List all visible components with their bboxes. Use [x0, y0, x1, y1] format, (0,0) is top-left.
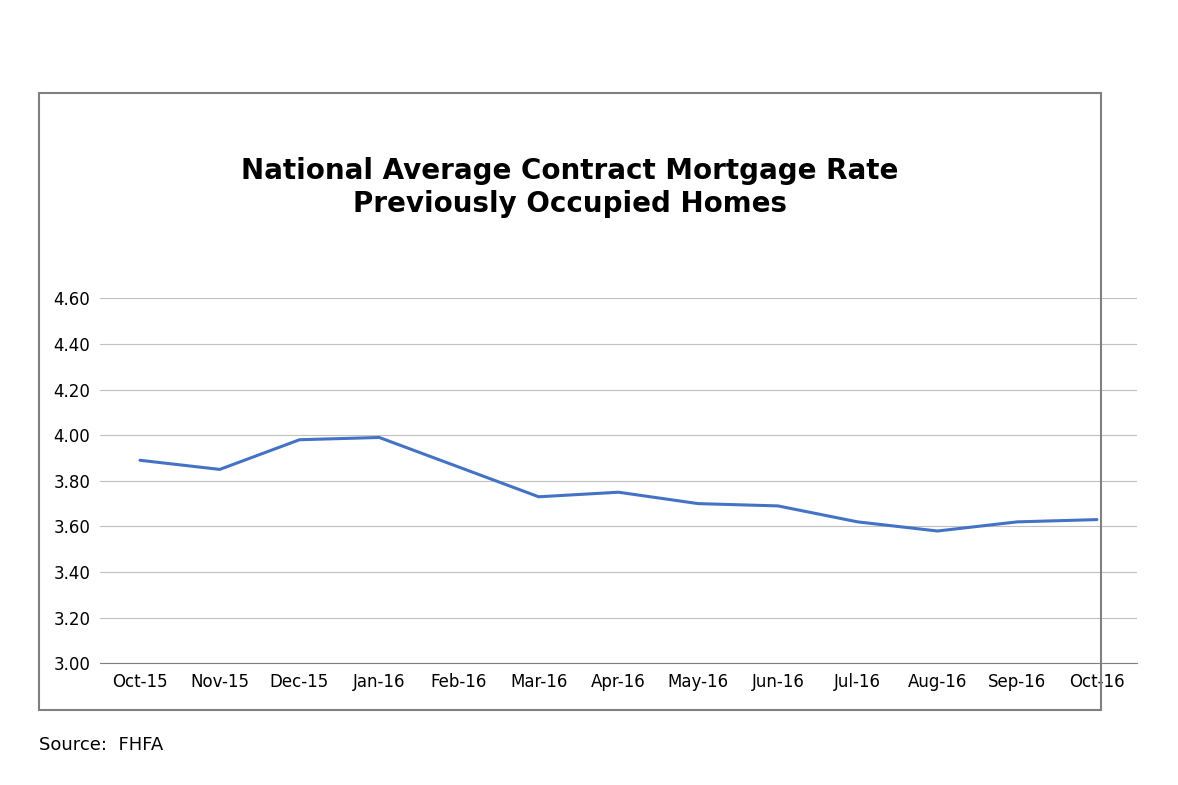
Text: National Average Contract Mortgage Rate
Previously Occupied Homes: National Average Contract Mortgage Rate … [241, 158, 899, 217]
Text: Source:  FHFA: Source: FHFA [39, 736, 163, 754]
